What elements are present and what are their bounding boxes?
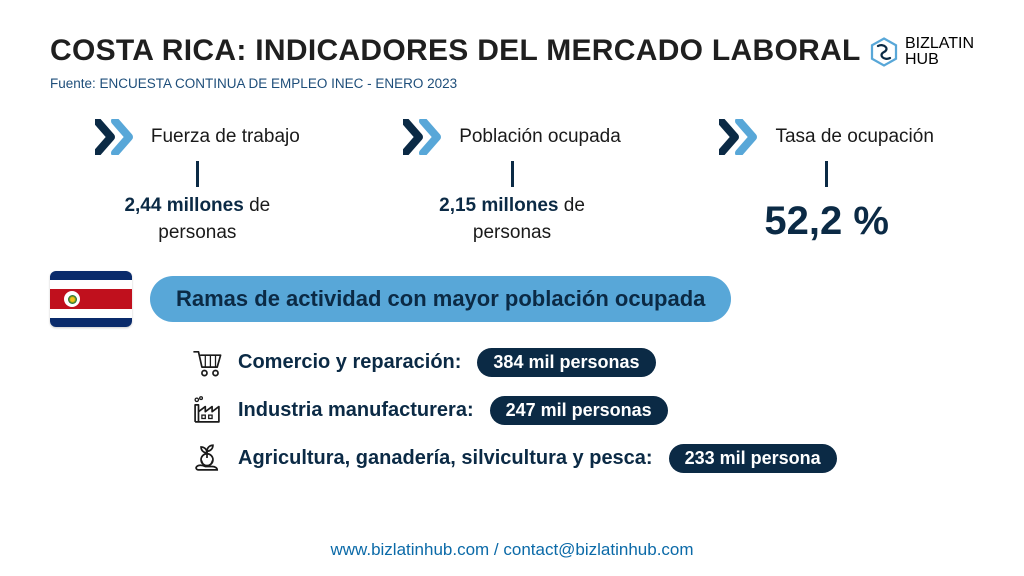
activity-agriculture: Agricultura, ganadería, silvicultura y p… xyxy=(190,441,974,475)
stat-value-inline: de xyxy=(244,195,270,216)
footer-contact: www.bizlatinhub.com / contact@bizlatinhu… xyxy=(0,540,1024,560)
section-banner: Ramas de actividad con mayor población o… xyxy=(150,276,731,322)
stat-value-line2: personas xyxy=(473,222,551,243)
logo-line-2: HUB xyxy=(905,52,974,68)
logo-text: BIZLATIN HUB xyxy=(905,36,974,68)
stat-label: Tasa de ocupación xyxy=(775,126,933,148)
chevron-double-icon xyxy=(95,119,139,155)
stat-value: 2,44 millones de personas xyxy=(124,193,270,246)
activity-commerce: Comercio y reparación: 384 mil personas xyxy=(190,345,974,379)
stat-value: 2,15 millones de personas xyxy=(439,193,585,246)
activity-value-pill: 247 mil personas xyxy=(490,396,668,425)
factory-icon xyxy=(190,393,224,427)
activity-label: Industria manufacturera: xyxy=(238,399,474,422)
connector-line xyxy=(511,161,514,187)
activity-manufacturing: Industria manufacturera: 247 mil persona… xyxy=(190,393,974,427)
stat-employed: Población ocupada 2,15 millones de perso… xyxy=(365,119,660,249)
stat-workforce: Fuerza de trabajo 2,44 millones de perso… xyxy=(50,119,345,249)
activity-value-pill: 233 mil persona xyxy=(669,444,837,473)
page-title: COSTA RICA: INDICADORES DEL MERCADO LABO… xyxy=(50,34,869,68)
stat-value-line2: personas xyxy=(158,222,236,243)
stat-label: Población ocupada xyxy=(459,126,621,148)
logo-hex-icon xyxy=(869,37,899,67)
logo-line-1: BIZLATIN xyxy=(905,36,974,52)
chevron-double-icon xyxy=(719,119,763,155)
plant-hand-icon xyxy=(190,441,224,475)
stat-occupation-rate: Tasa de ocupación 52,2 % xyxy=(679,119,974,249)
activities-list: Comercio y reparación: 384 mil personas … xyxy=(0,327,1024,475)
chevron-double-icon xyxy=(403,119,447,155)
source-line: Fuente: ENCUESTA CONTINUA DE EMPLEO INEC… xyxy=(50,76,869,91)
stat-label: Fuerza de trabajo xyxy=(151,126,300,148)
brand-logo: BIZLATIN HUB xyxy=(869,36,974,68)
cart-icon xyxy=(190,345,224,379)
stat-top: Población ocupada xyxy=(403,119,621,155)
costa-rica-flag-icon xyxy=(50,271,132,327)
stat-value-inline: de xyxy=(558,195,584,216)
title-block: COSTA RICA: INDICADORES DEL MERCADO LABO… xyxy=(50,34,869,91)
activity-value-pill: 384 mil personas xyxy=(477,348,655,377)
activity-label: Agricultura, ganadería, silvicultura y p… xyxy=(238,447,653,470)
stat-value-big: 52,2 % xyxy=(764,193,889,249)
connector-line xyxy=(196,161,199,187)
header: COSTA RICA: INDICADORES DEL MERCADO LABO… xyxy=(0,0,1024,91)
banner-row: Ramas de actividad con mayor población o… xyxy=(0,249,1024,327)
stat-top: Fuerza de trabajo xyxy=(95,119,300,155)
stats-row: Fuerza de trabajo 2,44 millones de perso… xyxy=(0,91,1024,249)
stat-top: Tasa de ocupación xyxy=(719,119,933,155)
activity-label: Comercio y reparación: xyxy=(238,351,461,374)
stat-value-bold: 2,15 millones xyxy=(439,195,558,216)
connector-line xyxy=(825,161,828,187)
stat-value-bold: 2,44 millones xyxy=(124,195,243,216)
